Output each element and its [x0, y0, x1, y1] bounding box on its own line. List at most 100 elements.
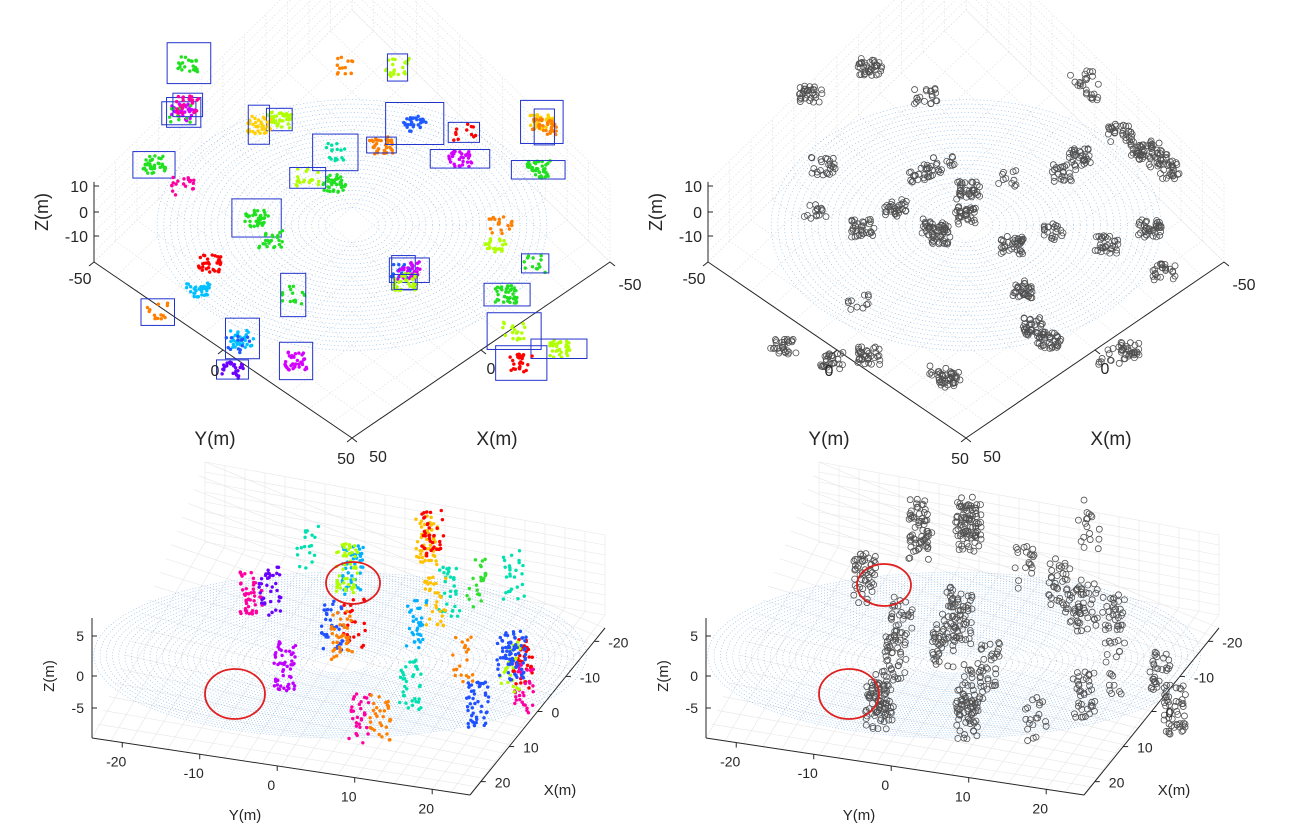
- data-point: [980, 655, 988, 663]
- data-point: [502, 238, 506, 243]
- plot-5: [91, 461, 606, 796]
- data-point: [246, 604, 251, 609]
- data-point: [299, 545, 304, 550]
- data-point: [1050, 177, 1058, 185]
- data-point: [504, 590, 508, 595]
- x-tick-label: 50: [369, 449, 387, 466]
- data-point: [354, 548, 358, 552]
- data-point: [376, 147, 381, 151]
- data-point: [331, 640, 335, 645]
- data-point: [861, 291, 868, 299]
- data-point: [333, 156, 338, 161]
- data-point: [1114, 236, 1122, 244]
- data-point: [310, 533, 314, 537]
- data-point: [1107, 123, 1115, 131]
- data-point: [965, 635, 973, 643]
- data-point: [955, 213, 962, 221]
- data-point: [1153, 219, 1161, 226]
- data-point: [148, 307, 152, 312]
- data-point: [483, 721, 488, 726]
- data-point: [490, 231, 494, 235]
- data-point: [516, 336, 521, 340]
- bounding-box: [278, 341, 314, 381]
- data-point: [500, 243, 505, 247]
- data-point: [289, 363, 293, 368]
- data-point: [521, 690, 525, 695]
- data-point: [422, 529, 427, 534]
- data-point: [500, 638, 504, 643]
- data-point: [524, 635, 528, 639]
- data-point: [438, 542, 442, 547]
- data-point: [241, 366, 245, 371]
- data-point: [245, 335, 250, 340]
- data-point: [335, 141, 339, 146]
- data-point: [483, 557, 487, 562]
- data-point: [423, 587, 428, 591]
- data-point: [388, 71, 393, 75]
- data-point: [473, 701, 477, 706]
- data-point: [297, 564, 302, 569]
- data-point: [520, 673, 524, 677]
- data-point: [316, 524, 321, 529]
- data-point: [421, 533, 426, 538]
- data-point: [233, 366, 238, 370]
- data-point: [530, 113, 534, 118]
- data-point: [883, 208, 890, 216]
- data-point: [384, 725, 389, 729]
- data-point: [276, 662, 280, 667]
- data-point: [224, 336, 229, 340]
- data-point: [470, 673, 475, 677]
- data-point: [259, 601, 264, 605]
- data-point: [519, 643, 524, 648]
- data-point: [294, 182, 298, 187]
- data-point: [513, 367, 518, 371]
- data-point: [383, 68, 388, 73]
- data-point: [177, 117, 181, 122]
- data-point: [870, 354, 878, 362]
- data-point: [259, 213, 263, 218]
- data-point: [1108, 125, 1116, 132]
- data-point: [351, 582, 356, 587]
- data-point: [385, 703, 390, 707]
- data-point: [292, 687, 296, 691]
- data-point: [291, 681, 295, 685]
- data-point: [473, 133, 478, 138]
- data-point: [844, 299, 852, 307]
- data-point: [320, 631, 324, 635]
- data-point: [287, 113, 291, 118]
- data-point: [273, 608, 278, 612]
- data-point: [338, 623, 342, 627]
- data-point: [1058, 173, 1066, 180]
- data-point: [1117, 348, 1125, 356]
- data-point: [350, 649, 354, 654]
- data-point: [360, 645, 364, 649]
- data-point: [252, 590, 256, 595]
- data-point: [474, 720, 478, 725]
- data-point: [248, 223, 252, 228]
- z-tick-label: 0: [79, 205, 88, 222]
- data-point: [275, 588, 279, 593]
- data-point: [457, 157, 462, 162]
- data-point: [342, 545, 347, 550]
- data-point: [329, 182, 334, 187]
- data-point: [870, 224, 878, 232]
- data-point: [324, 635, 328, 639]
- data-point: [396, 72, 401, 77]
- data-point: [1027, 283, 1035, 290]
- data-point: [316, 170, 320, 175]
- data-point: [1165, 161, 1173, 169]
- data-point: [352, 544, 357, 548]
- data-point: [366, 700, 371, 705]
- data-point: [330, 178, 335, 183]
- y-tick-label: 0: [825, 363, 834, 380]
- data-point: [1059, 163, 1067, 171]
- data-point: [184, 285, 189, 290]
- data-point: [1143, 217, 1150, 225]
- data-point: [329, 143, 334, 147]
- data-point: [498, 635, 503, 640]
- data-point: [262, 601, 267, 605]
- data-point: [471, 125, 476, 129]
- data-point: [251, 576, 256, 581]
- plot-1: [88, 0, 616, 443]
- data-point: [471, 711, 475, 715]
